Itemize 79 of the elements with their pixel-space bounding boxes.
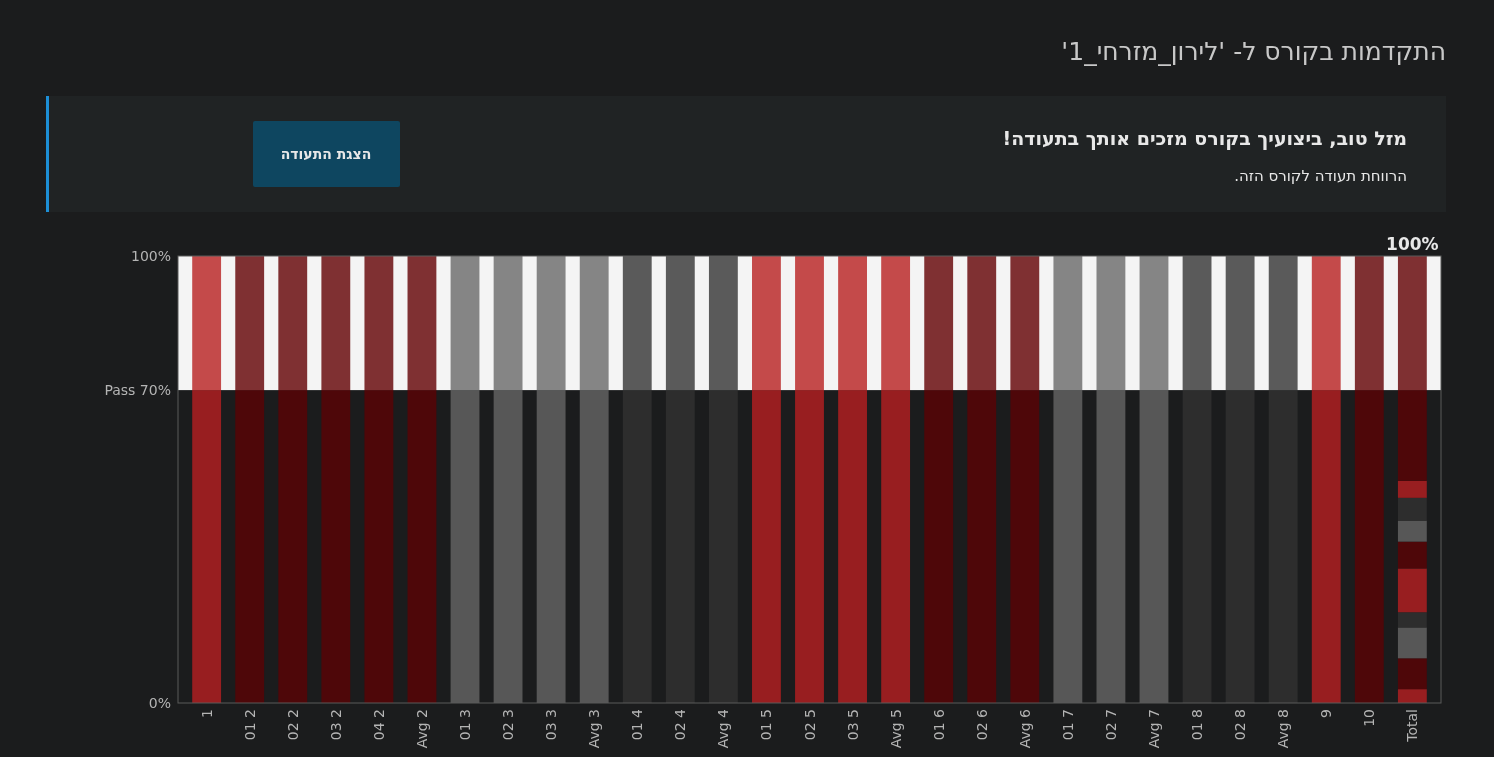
bar xyxy=(967,390,997,703)
bar xyxy=(1010,390,1040,703)
bar xyxy=(321,256,351,391)
bar xyxy=(364,256,394,391)
bar xyxy=(321,390,351,703)
button[interactable]: הצגת התעודה xyxy=(253,121,400,187)
bar xyxy=(278,390,308,703)
bar xyxy=(924,390,954,703)
bar xyxy=(579,256,609,391)
bar xyxy=(1397,612,1427,628)
bar xyxy=(967,256,997,391)
x-tick-label: 1 xyxy=(198,709,215,718)
x-tick-label: 10 xyxy=(1361,709,1378,727)
x-tick-label: 01 7 xyxy=(1059,709,1076,741)
bar xyxy=(450,256,480,391)
x-tick-label: 02 7 xyxy=(1102,709,1119,741)
bar xyxy=(1397,256,1427,391)
x-tick-label: Avg 5 xyxy=(887,709,904,749)
bar xyxy=(838,256,867,391)
x-tick-label: 01 2 xyxy=(241,709,258,741)
x-tick-label: 9 xyxy=(1318,709,1335,718)
bar xyxy=(924,256,954,391)
bar xyxy=(1053,256,1083,391)
bar xyxy=(278,256,308,391)
bar xyxy=(235,256,265,391)
x-tick-label: Avg 8 xyxy=(1275,709,1292,749)
x-tick-label: 02 6 xyxy=(973,708,990,741)
x-tick-label: Avg 2 xyxy=(413,709,430,749)
x-tick-label: 03 2 xyxy=(327,709,344,741)
bar xyxy=(364,390,394,703)
bar xyxy=(1397,627,1427,659)
bar xyxy=(493,256,523,391)
bar xyxy=(1139,256,1169,391)
bar xyxy=(1354,256,1384,391)
bar xyxy=(752,256,781,391)
bar xyxy=(1397,689,1427,703)
bar xyxy=(1096,256,1126,391)
bar xyxy=(407,256,437,391)
x-tick-label: 01 5 xyxy=(758,709,775,741)
x-tick-label: Total xyxy=(1404,709,1421,743)
x-tick-label: Avg 3 xyxy=(586,709,603,749)
bar xyxy=(235,390,265,703)
x-tick-label: 02 2 xyxy=(284,709,301,741)
y-tick-label: 100% xyxy=(130,247,171,264)
x-tick-label: 02 3 xyxy=(500,709,517,741)
bar xyxy=(192,256,222,391)
x-tick-label: 02 4 xyxy=(672,708,689,741)
text: הרווחת תעודה לקורס הזה. xyxy=(1234,167,1407,185)
x-tick-label: 01 8 xyxy=(1189,709,1206,741)
x-tick-label: 02 8 xyxy=(1232,709,1249,741)
x-tick-label: Avg 4 xyxy=(715,708,732,749)
bar xyxy=(1397,497,1427,521)
bar xyxy=(1397,658,1427,690)
x-tick-label: 03 3 xyxy=(543,709,560,741)
bar xyxy=(407,390,437,703)
bar xyxy=(1397,390,1427,481)
bar xyxy=(1010,256,1040,391)
x-tick-label: 01 3 xyxy=(457,709,474,741)
x-tick-label: Avg 6 xyxy=(1016,708,1033,749)
x-tick-label: 03 5 xyxy=(844,709,861,741)
y-tick-label: 0% xyxy=(148,694,171,711)
bar xyxy=(1397,520,1427,542)
bar xyxy=(1311,256,1341,391)
bar xyxy=(1397,568,1427,613)
bar xyxy=(536,256,566,391)
bar xyxy=(1354,390,1384,703)
x-tick-label: Avg 7 xyxy=(1145,709,1162,749)
annotation: 100% xyxy=(1386,234,1439,254)
y-tick-label: Pass 70% xyxy=(104,382,171,398)
x-tick-label: 01 6 xyxy=(930,708,947,741)
bar xyxy=(881,256,911,391)
bar xyxy=(795,256,824,391)
x-tick-label: 04 2 xyxy=(370,709,387,741)
bar xyxy=(1397,541,1427,569)
x-tick-label: 01 4 xyxy=(629,708,646,741)
bar xyxy=(1397,480,1427,498)
x-tick-label: 02 5 xyxy=(801,709,818,741)
text: מזל טוב, ביצועיך בקורס מזכים אותך בתעודה! xyxy=(1002,127,1407,150)
chart-title: התקדמות בקורס ל- 'לירון_מזרחי_1' xyxy=(1061,37,1446,66)
